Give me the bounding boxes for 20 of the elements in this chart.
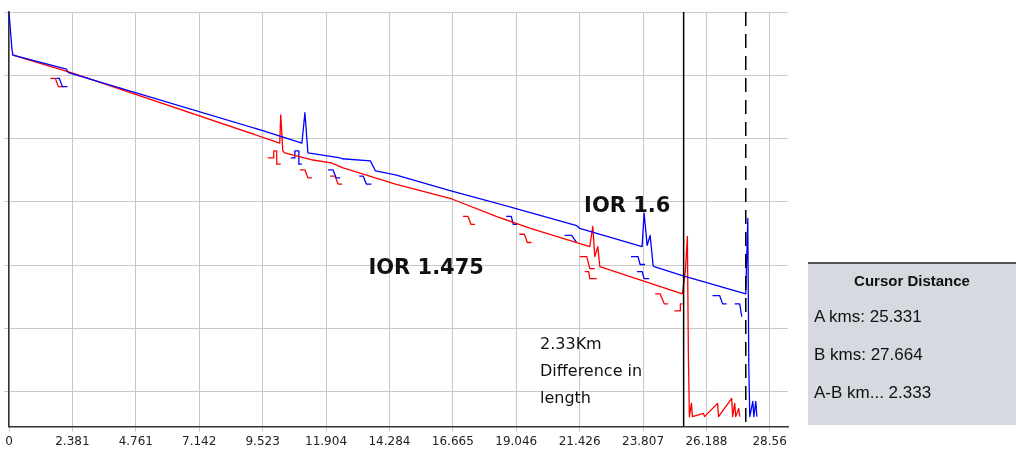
x-tick-label: 9.523: [245, 433, 280, 448]
text: A kms: 25.331: [813, 306, 923, 328]
x-tick-label: 4.761: [118, 433, 153, 448]
x-tick-label: 7.142: [182, 433, 217, 448]
series-label: IOR 1.6: [584, 193, 671, 218]
x-tick-label: 21.426: [558, 433, 601, 448]
x-tick-label: 11.904: [305, 433, 348, 448]
x-tick-label: 23.807: [622, 433, 665, 448]
text: A-B km... 2.333: [813, 382, 933, 404]
x-tick-label: 16.665: [431, 433, 474, 448]
annotation: 2.33Km Difference in length: [540, 333, 644, 409]
x-tick-label: 14.284: [368, 433, 411, 448]
x-tick-label: 0: [5, 433, 13, 448]
text: Cursor Distance: [853, 271, 971, 291]
x-tick-label: 19.046: [495, 433, 538, 448]
series-label: IOR 1.475: [368, 254, 484, 279]
x-tick-label: 26.188: [685, 433, 728, 448]
x-tick-label: 2.381: [55, 433, 90, 448]
text: B kms: 27.664: [813, 344, 924, 366]
x-tick-label: 28.56: [752, 433, 787, 448]
